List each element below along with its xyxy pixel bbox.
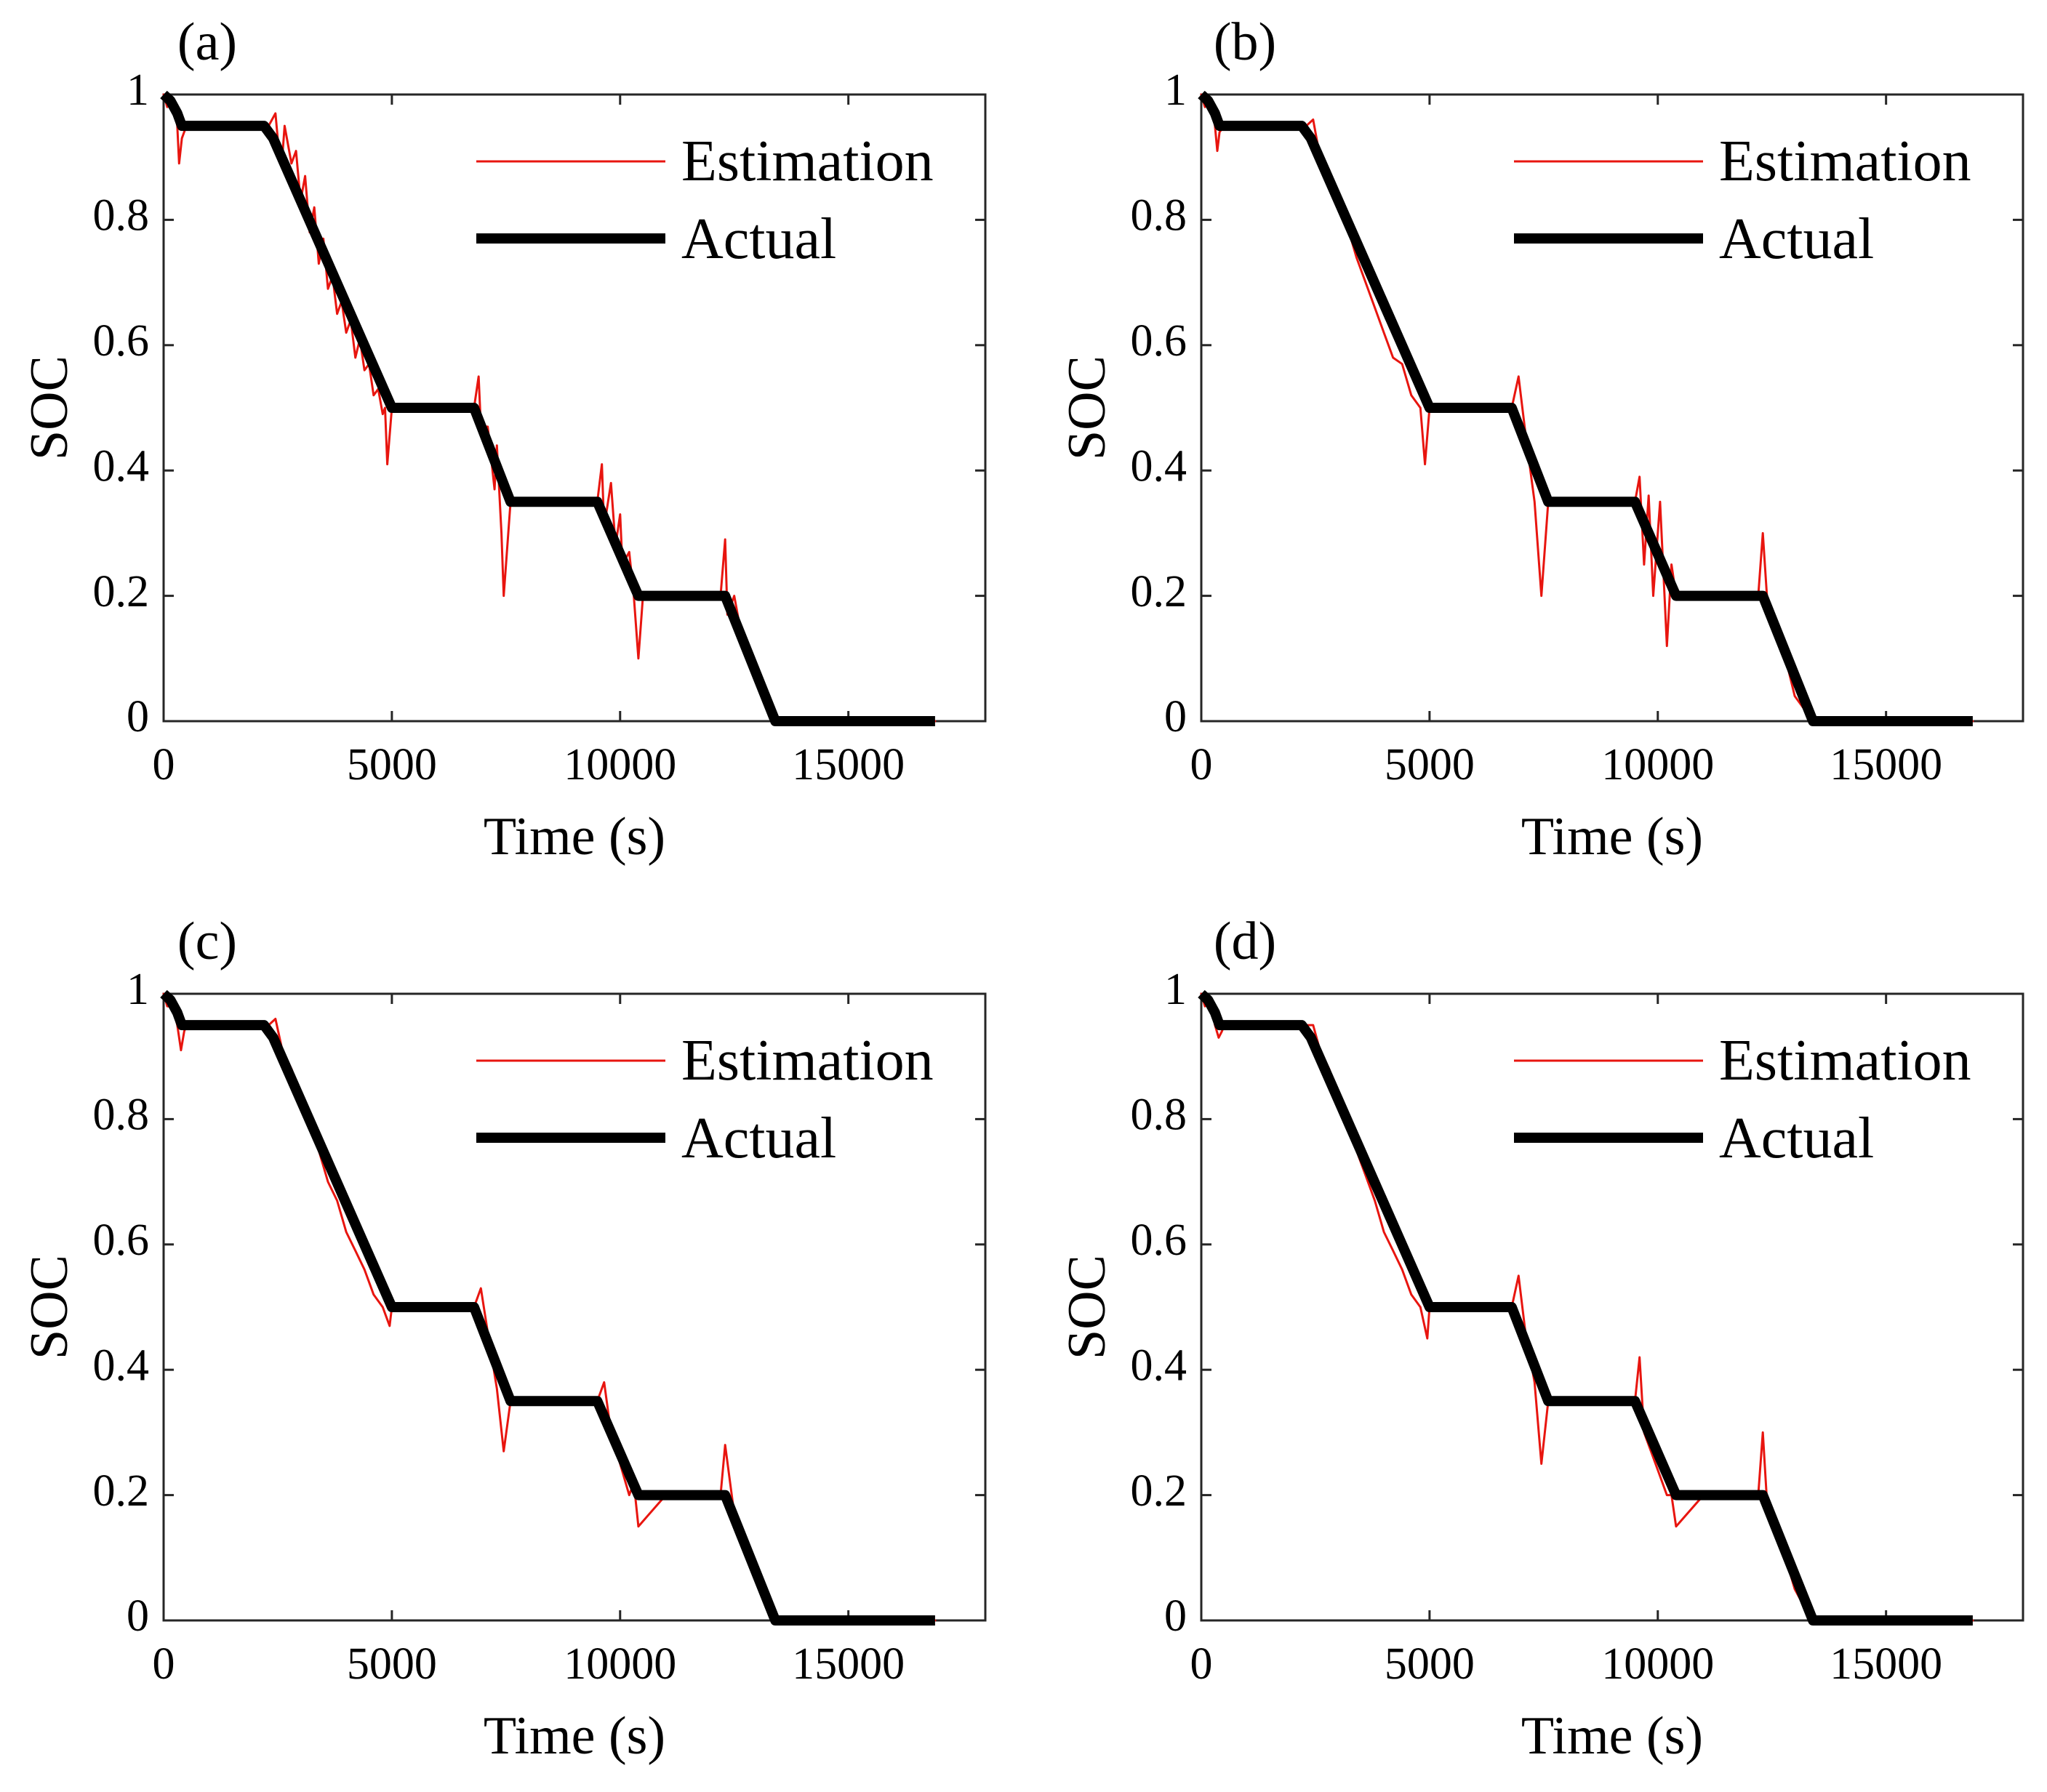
x-tick-label: 10000 [564,740,676,789]
panel-label: (b) [1214,12,1276,72]
y-axis-title: SOC [1057,355,1117,460]
y-tick-label: 0.6 [1131,1216,1187,1265]
legend-actual-label: Actual [681,207,836,271]
legend-actual-label: Actual [681,1106,836,1170]
legend-actual-label: Actual [1719,207,1874,271]
x-tick-label: 15000 [1830,740,1942,789]
plot-frame [1200,992,2024,1622]
y-tick-label: 1 [127,965,149,1014]
y-tick-label: 1 [1164,65,1187,115]
x-axis-title: Time (s) [1521,1706,1703,1766]
plot-frame [162,93,987,723]
y-tick-label: 0.4 [93,1341,150,1390]
panel-c: (c) SOC Time (s) Estimation Actual 0 5000… [20,912,987,1766]
y-tick-label: 0.8 [1131,1090,1187,1140]
x-tick-label: 5000 [1385,740,1475,789]
legend-estimation-label: Estimation [1719,129,1971,193]
y-tick-label: 0.8 [93,1090,150,1140]
y-tick-label: 0 [1164,692,1187,742]
series-actual-line [1198,989,1973,1626]
legend-estimation-label: Estimation [681,1029,934,1093]
panel-a: (a) SOC Time (s) Estimation Actual 0 5000… [20,12,987,867]
y-tick-label: 0.4 [93,441,150,491]
y-tick-label: 0.8 [93,191,150,241]
x-axis-title: Time (s) [1521,807,1703,867]
x-tick-label: 10000 [564,1639,676,1689]
y-tick-label: 0.6 [1131,316,1187,366]
y-tick-label: 0.4 [1131,441,1187,491]
y-tick-label: 1 [1164,965,1187,1014]
x-tick-label: 10000 [1601,1639,1714,1689]
y-tick-label: 0.2 [1131,1466,1187,1516]
panel-label: (a) [177,12,237,72]
series-actual-line [160,989,935,1626]
y-tick-label: 0 [127,1591,149,1641]
y-tick-label: 0 [127,692,149,742]
legend-estimation-label: Estimation [1719,1029,1971,1093]
x-tick-label: 5000 [1385,1639,1475,1689]
x-tick-label: 0 [153,1639,175,1689]
panel-d: (d) SOC Time (s) Estimation Actual 0 5000… [1057,912,2024,1766]
y-tick-label: 0.2 [1131,567,1187,616]
y-tick-label: 0.2 [93,1466,150,1516]
y-axis-title: SOC [1057,1255,1117,1359]
y-tick-label: 0.6 [93,1216,150,1265]
panel-b: (b) SOC Time (s) Estimation Actual 0 5000… [1057,12,2024,867]
x-tick-label: 0 [153,740,175,789]
legend-estimation-label: Estimation [681,129,934,193]
panel-label: (d) [1214,912,1276,971]
plot-frame [162,992,987,1622]
x-tick-label: 5000 [347,740,437,789]
x-tick-label: 10000 [1601,740,1714,789]
panel-label: (c) [177,912,237,971]
x-tick-label: 0 [1190,1639,1213,1689]
x-axis-title: Time (s) [484,807,665,867]
y-axis-title: SOC [20,355,79,460]
x-tick-label: 5000 [347,1639,437,1689]
x-tick-label: 15000 [792,1639,905,1689]
y-tick-label: 0.4 [1131,1341,1187,1390]
series-actual-line [160,90,935,726]
x-tick-label: 15000 [1830,1639,1942,1689]
y-tick-label: 0.2 [93,567,150,616]
series-actual-line [1198,90,1973,726]
plot-frame [1200,93,2024,723]
y-tick-label: 0.6 [93,316,150,366]
legend-actual-label: Actual [1719,1106,1874,1170]
y-axis-title: SOC [20,1255,79,1359]
x-tick-label: 15000 [792,740,905,789]
y-tick-label: 0.8 [1131,191,1187,241]
y-tick-label: 0 [1164,1591,1187,1641]
x-tick-label: 0 [1190,740,1213,789]
x-axis-title: Time (s) [484,1706,665,1766]
y-tick-label: 1 [127,65,149,115]
